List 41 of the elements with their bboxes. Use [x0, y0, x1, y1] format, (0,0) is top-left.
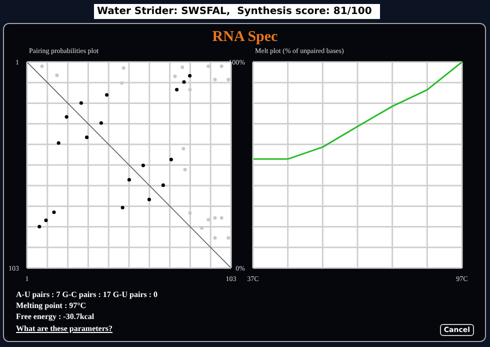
- point: [226, 78, 230, 82]
- point: [213, 78, 217, 82]
- point: [141, 164, 145, 168]
- point: [122, 66, 126, 70]
- point: [188, 74, 192, 78]
- point: [213, 236, 217, 240]
- point: [220, 64, 224, 68]
- point: [120, 206, 124, 210]
- text: A-U pairs : 7 G-C pairs : 17 G-U pairs : 0: [16, 290, 158, 299]
- point: [182, 80, 186, 84]
- point: [220, 216, 224, 220]
- point: [147, 198, 151, 202]
- point: [105, 93, 109, 97]
- point: [99, 121, 103, 125]
- point: [127, 178, 131, 182]
- point: [213, 216, 217, 220]
- text: Melting point : 97°C: [16, 301, 86, 310]
- point: [55, 74, 59, 78]
- point: [206, 64, 210, 68]
- text: What are these parameters?: [16, 324, 112, 333]
- point: [56, 141, 60, 145]
- point: [44, 218, 48, 222]
- point: [169, 158, 173, 162]
- text: Water Strider: SWSFAL, Synthesis score: 81/100: [94, 4, 380, 19]
- point: [79, 101, 83, 105]
- point: [64, 115, 68, 119]
- point: [180, 65, 184, 70]
- point: [182, 146, 186, 150]
- point: [85, 136, 89, 140]
- point: [175, 88, 179, 92]
- point: [173, 74, 177, 78]
- point: [226, 236, 230, 240]
- point: [40, 64, 44, 68]
- point: [206, 218, 210, 222]
- point: [200, 226, 204, 230]
- point: [52, 210, 56, 214]
- text: Free energy : -30.7kcal: [16, 312, 94, 321]
- point: [38, 224, 42, 228]
- text: RNA Spec: [211, 29, 279, 46]
- point: [120, 81, 124, 85]
- point: [161, 183, 165, 187]
